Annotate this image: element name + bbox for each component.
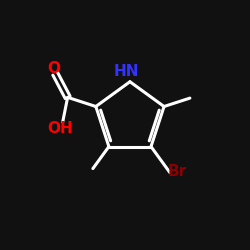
Text: OH: OH	[47, 122, 73, 136]
Text: HN: HN	[114, 64, 139, 79]
Text: O: O	[48, 61, 60, 76]
Text: Br: Br	[167, 164, 186, 179]
